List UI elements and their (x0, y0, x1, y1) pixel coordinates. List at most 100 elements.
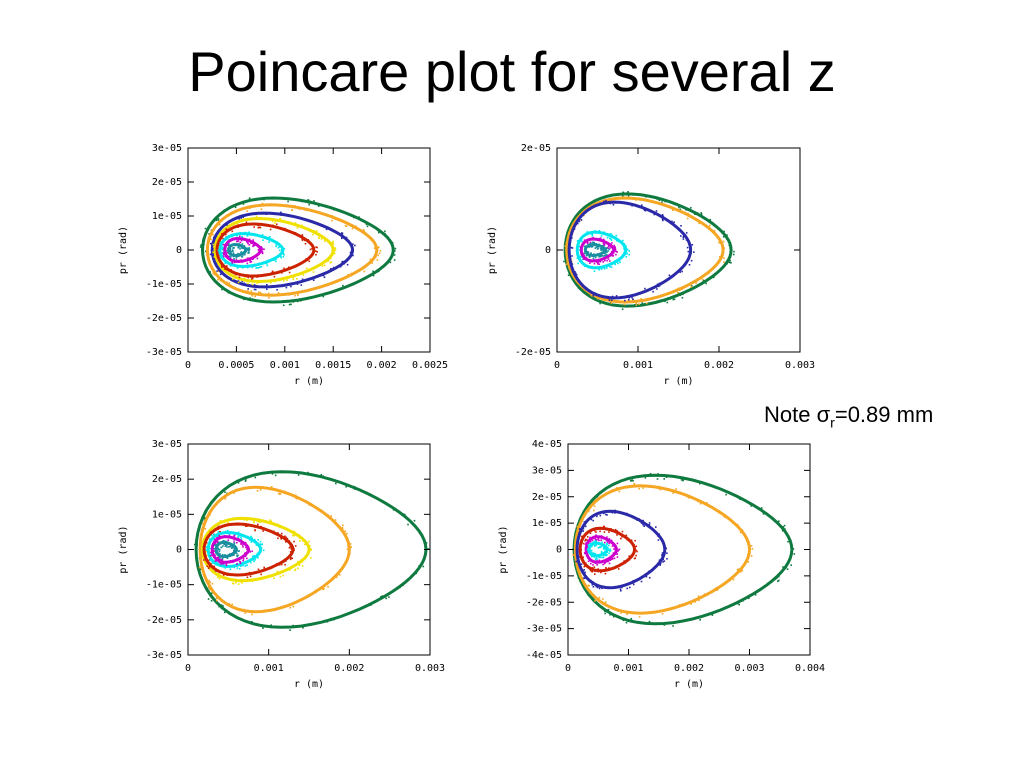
data-point (248, 251, 250, 253)
data-point (238, 242, 240, 245)
data-point (230, 269, 232, 271)
data-point (304, 555, 307, 557)
data-point (605, 199, 607, 202)
data-point (580, 249, 583, 251)
data-point (226, 224, 229, 226)
data-point (658, 622, 660, 625)
data-point (228, 253, 231, 255)
data-point (255, 571, 258, 574)
data-point (274, 280, 276, 283)
data-point (260, 248, 263, 251)
data-point (656, 288, 658, 290)
data-point (216, 553, 218, 556)
data-point (594, 554, 596, 557)
data-point (243, 543, 245, 545)
data-point (673, 221, 675, 223)
data-point (227, 521, 229, 524)
data-point (605, 561, 607, 563)
data-point (224, 491, 226, 493)
data-point (221, 268, 224, 271)
data-point (216, 556, 219, 559)
data-point (226, 531, 229, 534)
data-point (602, 247, 604, 250)
data-point (741, 569, 744, 572)
series-3 (575, 230, 630, 272)
data-point (199, 534, 202, 537)
data-point (645, 575, 648, 578)
data-point (273, 609, 275, 611)
data-point (278, 294, 280, 297)
data-point (291, 544, 293, 546)
data-point (352, 226, 355, 229)
orbit-points-4 (215, 221, 318, 280)
data-point (376, 259, 379, 261)
data-point (639, 198, 642, 200)
data-point (283, 247, 286, 250)
data-point (347, 545, 349, 547)
data-point (657, 197, 660, 199)
data-point (210, 600, 213, 602)
data-point (590, 260, 592, 263)
data-point (662, 215, 664, 218)
data-point (206, 587, 209, 590)
data-point (739, 531, 742, 534)
data-point (732, 578, 735, 581)
data-point (210, 556, 212, 559)
data-point (227, 255, 230, 258)
data-point (608, 552, 610, 555)
data-point (571, 237, 573, 239)
data-point (208, 565, 211, 568)
data-point (241, 582, 243, 584)
data-point (221, 557, 224, 560)
data-point (620, 537, 622, 540)
x-axis-label: r (m) (674, 679, 704, 690)
data-point (297, 560, 299, 563)
orbit-points-2 (568, 199, 695, 302)
data-point (284, 276, 286, 279)
data-point (699, 482, 701, 485)
data-point (585, 538, 587, 541)
data-point (218, 541, 220, 544)
data-point (220, 520, 223, 523)
data-point (258, 291, 260, 293)
data-point (223, 541, 226, 544)
data-point (590, 551, 592, 554)
data-point (287, 266, 290, 269)
y-tick-label: 0 (556, 545, 562, 556)
series-3 (212, 215, 337, 286)
data-point (609, 233, 611, 235)
data-point (231, 227, 234, 229)
data-point (610, 558, 612, 561)
data-point (774, 578, 776, 580)
data-point (282, 252, 285, 255)
data-point (698, 222, 700, 225)
data-point (583, 569, 585, 571)
data-point (740, 568, 743, 570)
data-point (605, 601, 607, 603)
data-point (622, 242, 624, 245)
data-point (241, 296, 243, 298)
data-point (621, 256, 623, 258)
data-point (603, 553, 606, 555)
data-point (778, 573, 781, 576)
data-point (605, 513, 607, 516)
data-point (603, 512, 605, 515)
data-point (596, 513, 598, 516)
data-point (601, 554, 603, 556)
data-point (354, 488, 356, 490)
data-point (266, 284, 268, 286)
data-point (215, 272, 217, 275)
data-point (216, 558, 218, 561)
data-point (216, 535, 219, 537)
data-point (210, 569, 213, 572)
data-point (302, 274, 305, 276)
data-point (583, 241, 586, 244)
data-point (563, 260, 565, 263)
data-point (564, 245, 566, 247)
data-point (644, 477, 647, 479)
data-point (270, 486, 273, 488)
data-point (238, 523, 240, 525)
data-point (658, 282, 661, 285)
data-point (625, 621, 628, 624)
data-point (217, 525, 220, 528)
